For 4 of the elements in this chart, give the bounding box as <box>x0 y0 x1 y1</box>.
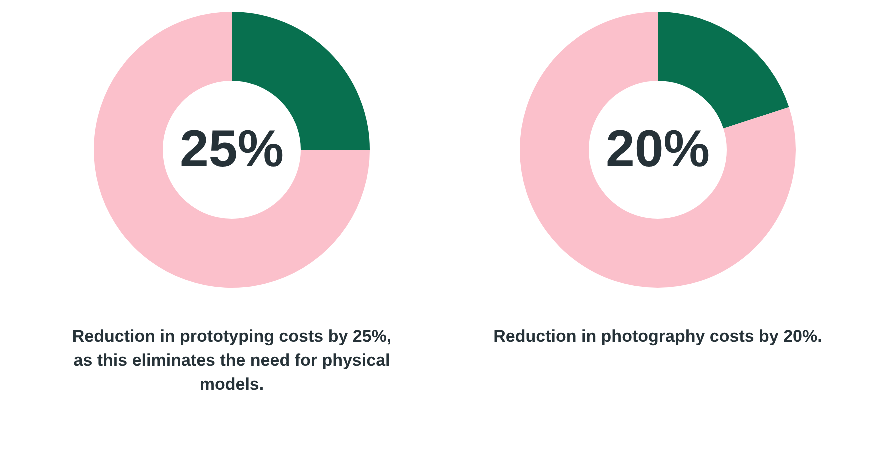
data-label: 20% <box>606 120 710 178</box>
text: Reduction in photography costs by 20%. <box>492 326 824 348</box>
data-label: 25% <box>180 120 284 178</box>
text: Reduction in prototyping costs by 25%, as this eliminates the need for physical models. <box>71 326 393 396</box>
